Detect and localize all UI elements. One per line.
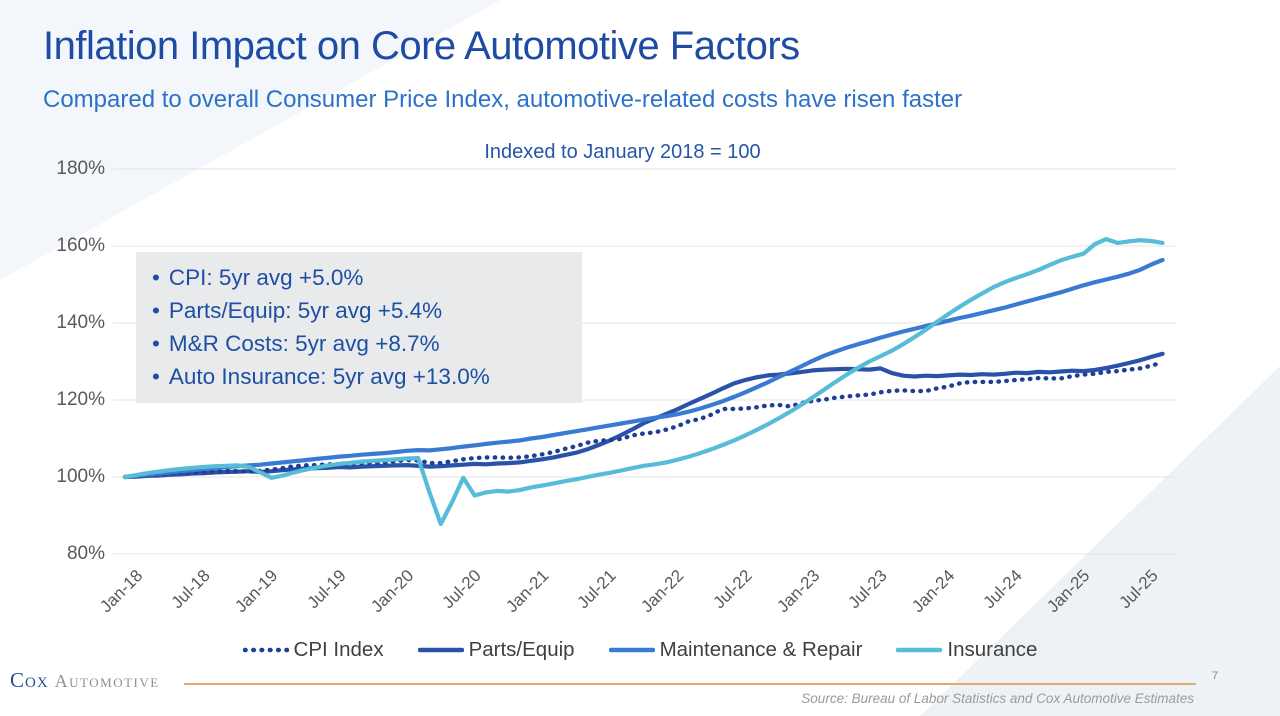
slide-title: Inflation Impact on Core Automotive Fact… [43, 24, 800, 68]
legend-swatch-cpi-index [242, 647, 289, 653]
legend-label-cpi-index: CPI Index [293, 638, 384, 661]
source-note: Source: Bureau of Labor Statistics and C… [801, 691, 1194, 706]
legend-swatch-maintenance-repair [608, 647, 655, 653]
annotation-mr-costs: • M&R Costs: 5yr avg +8.7% [152, 331, 440, 356]
y-axis-label-140: 140% [56, 312, 105, 333]
y-axis-label-100: 100% [56, 466, 105, 487]
legend-label-parts-equip: Parts/Equip [468, 638, 575, 661]
series-line-maintenance-repair [122, 257, 1165, 480]
chart-title: Indexed to January 2018 = 100 [484, 141, 761, 163]
legend-label-insurance: Insurance [947, 638, 1038, 661]
y-axis-label-180: 180% [56, 158, 105, 179]
footer-divider-line [184, 683, 1196, 685]
cox-automotive-logo: Cox Automotive [10, 668, 160, 692]
annotation-parts-equip: • Parts/Equip: 5yr avg +5.4% [152, 298, 443, 323]
legend-item-cpi-index: CPI Index [242, 638, 384, 662]
legend-swatch-insurance [896, 647, 943, 653]
y-axis-label-160: 160% [56, 235, 105, 256]
legend-item-parts-equip: Parts/Equip [417, 638, 575, 662]
series-line-insurance [122, 237, 1165, 527]
series-line-cpi-index [122, 360, 1165, 480]
page-number: 7 [1212, 670, 1219, 682]
legend-item-insurance: Insurance [896, 638, 1037, 662]
slide-subtitle: Compared to overall Consumer Price Index… [43, 86, 963, 113]
legend-label-maintenance-repair: Maintenance & Repair [659, 638, 863, 661]
chart-legend: CPI Index Parts/Equip Maintenance & Repair… [60, 638, 1220, 662]
legend-swatch-parts-equip [417, 647, 464, 653]
annotation-auto-insurance: • Auto Insurance: 5yr avg +13.0% [152, 364, 490, 389]
legend-item-maintenance-repair: Maintenance & Repair [608, 638, 863, 662]
y-axis-label-120: 120% [56, 389, 105, 410]
y-axis-label-80: 80% [66, 543, 105, 564]
annotation-box: • CPI: 5yr avg +5.0% • Parts/Equip: 5yr av… [136, 252, 582, 403]
series-line-parts-equip [122, 351, 1165, 480]
annotation-cpi: • CPI: 5yr avg +5.0% [152, 265, 364, 290]
